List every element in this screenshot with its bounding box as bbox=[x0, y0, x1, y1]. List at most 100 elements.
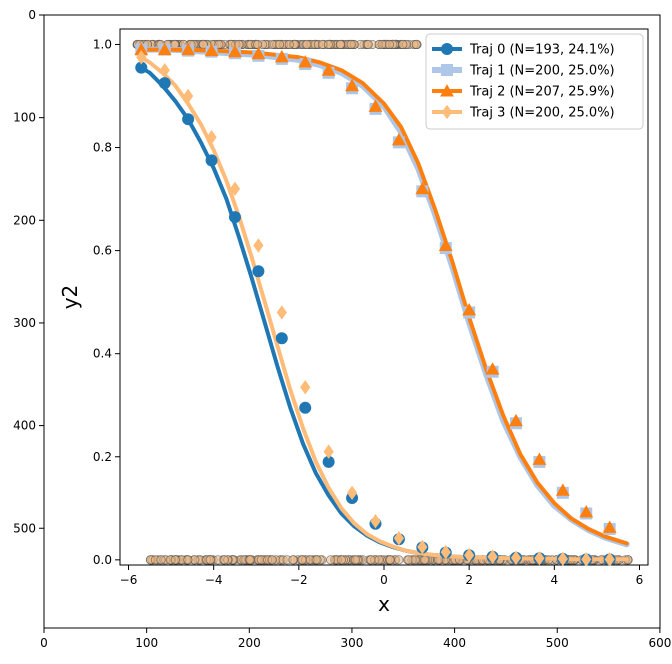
series-marker-2 bbox=[181, 42, 196, 56]
series-marker-3 bbox=[370, 513, 381, 529]
x-tick-label: 2 bbox=[465, 573, 473, 587]
data-point bbox=[419, 555, 430, 565]
data-point bbox=[253, 39, 263, 50]
pixel-y-tick-label: 0 bbox=[28, 8, 36, 22]
pixel-y-tick-label: 100 bbox=[13, 111, 36, 125]
series-marker-3 bbox=[581, 552, 592, 567]
trajectory-markers bbox=[134, 42, 617, 567]
data-point bbox=[335, 39, 346, 50]
series-marker-3 bbox=[464, 548, 475, 563]
pixel-y-tick-label: 500 bbox=[13, 521, 36, 535]
legend: Traj 0 (N=193, 24.1%) Traj 1 (N=200, 25.0… bbox=[425, 33, 644, 130]
data-point bbox=[410, 555, 420, 565]
series-marker-3 bbox=[534, 551, 545, 566]
y-axis-title: y2 bbox=[58, 285, 82, 310]
series-marker-2 bbox=[485, 362, 500, 375]
series-marker-0 bbox=[322, 455, 335, 468]
series-marker-3 bbox=[276, 305, 287, 320]
series-marker-2 bbox=[298, 55, 313, 68]
pixel-y-tick-label: 400 bbox=[13, 419, 36, 433]
series-marker-2 bbox=[462, 302, 477, 316]
x-tick-label: −6 bbox=[120, 573, 138, 587]
series-marker-3 bbox=[136, 50, 147, 65]
data-point bbox=[288, 555, 298, 565]
series-marker-2 bbox=[555, 483, 570, 496]
series-marker-3 bbox=[487, 549, 498, 564]
series-marker-3 bbox=[300, 379, 311, 395]
series-marker-0 bbox=[252, 265, 265, 278]
y-tick-label: 0.8 bbox=[93, 141, 112, 155]
legend-label-3: Traj 3 (N=200, 25.0%) bbox=[469, 106, 615, 121]
series-marker-0 bbox=[182, 113, 195, 126]
x-tick-label: −4 bbox=[205, 573, 223, 587]
series-marker-3 bbox=[510, 550, 522, 565]
series-marker-2 bbox=[204, 43, 219, 57]
data-point bbox=[363, 39, 373, 50]
series-marker-2 bbox=[415, 181, 430, 195]
series-marker-3 bbox=[183, 88, 194, 104]
legend-marker-1 bbox=[441, 64, 453, 76]
data-point bbox=[312, 555, 322, 565]
x-tick-label: 0 bbox=[380, 573, 388, 587]
series-marker-2 bbox=[509, 413, 523, 427]
series-marker-2 bbox=[157, 42, 172, 56]
series-marker-0 bbox=[135, 61, 148, 74]
data-point bbox=[323, 39, 333, 50]
series-marker-2 bbox=[134, 42, 149, 56]
data-point bbox=[398, 39, 408, 50]
series-marker-2 bbox=[532, 452, 547, 465]
data-point bbox=[205, 555, 215, 565]
series-marker-3 bbox=[393, 531, 405, 546]
pixel-x-tick-label: 200 bbox=[238, 636, 261, 650]
data-point bbox=[411, 39, 422, 50]
series-marker-3 bbox=[159, 63, 170, 78]
x-tick-label: 4 bbox=[551, 573, 559, 587]
data-point bbox=[219, 555, 229, 565]
data-point bbox=[326, 555, 336, 565]
series-marker-3 bbox=[440, 544, 451, 560]
pixel-x-tick-label: 100 bbox=[135, 636, 158, 650]
data-point bbox=[245, 555, 255, 565]
series-marker-3 bbox=[253, 238, 264, 253]
pixel-y-tick-label: 300 bbox=[13, 316, 36, 330]
outer-pixel-ticks: 0 100 200 300 400 500 600 0 100 200 300 400 500 bbox=[13, 8, 671, 650]
y-tick-label: 0.2 bbox=[93, 450, 112, 464]
pixel-x-tick-label: 500 bbox=[546, 636, 569, 650]
series-marker-2 bbox=[579, 505, 594, 518]
data-point bbox=[284, 39, 294, 50]
series-marker-3 bbox=[557, 551, 568, 567]
series-marker-3 bbox=[229, 181, 241, 196]
data-point bbox=[336, 555, 346, 565]
y-tick-label: 0.6 bbox=[93, 244, 112, 258]
series-marker-2 bbox=[438, 238, 453, 251]
data-point bbox=[384, 39, 395, 50]
data-point bbox=[302, 39, 312, 50]
series-marker-2 bbox=[228, 44, 242, 58]
series-marker-3 bbox=[604, 552, 615, 567]
series-marker-2 bbox=[602, 520, 617, 533]
legend-label-0: Traj 0 (N=193, 24.1%) bbox=[469, 43, 615, 58]
data-point bbox=[346, 39, 356, 50]
series-marker-3 bbox=[417, 539, 428, 555]
y-tick-label: 0.4 bbox=[93, 347, 112, 361]
legend-box bbox=[425, 33, 644, 130]
data-point bbox=[374, 555, 384, 565]
pixel-x-tick-label: 300 bbox=[340, 636, 363, 650]
series-marker-3 bbox=[323, 444, 334, 459]
legend-label-2: Traj 2 (N=207, 25.9%) bbox=[469, 85, 615, 100]
y-tick-label: 0.0 bbox=[93, 553, 112, 567]
pixel-x-tick-label: 0 bbox=[40, 636, 48, 650]
pixel-x-tick-label: 400 bbox=[443, 636, 466, 650]
data-point bbox=[156, 555, 166, 565]
legend-marker-0 bbox=[441, 43, 453, 55]
data-point bbox=[274, 39, 285, 50]
series-marker-2 bbox=[345, 78, 359, 92]
series-marker-3 bbox=[346, 485, 358, 501]
series-marker-0 bbox=[205, 154, 218, 167]
x-tick-label: 6 bbox=[636, 573, 644, 587]
series-marker-0 bbox=[275, 332, 288, 345]
inner-axis-ticks: −6 −4 −2 0 2 4 6 0.0 0.2 0.4 0.6 0.8 1.0 bbox=[93, 37, 643, 587]
series-marker-0 bbox=[228, 211, 241, 224]
data-point bbox=[183, 555, 193, 565]
y-tick-label: 1.0 bbox=[93, 37, 112, 51]
